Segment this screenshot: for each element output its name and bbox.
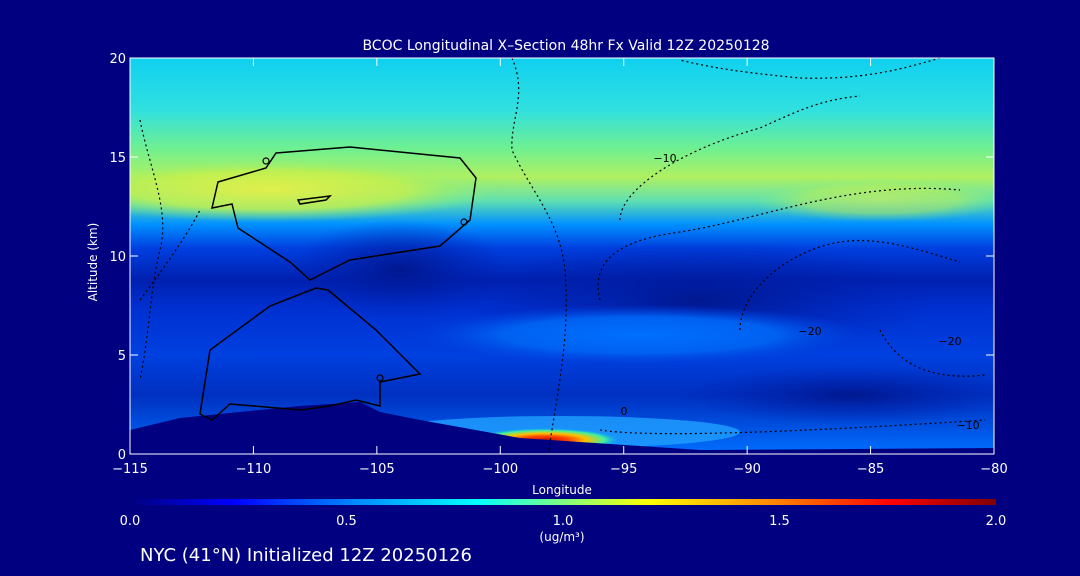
y-tick-label: 0 bbox=[118, 448, 126, 463]
x-tick-label: −105 bbox=[359, 462, 395, 477]
colorbar-tick-label: 1.0 bbox=[553, 514, 574, 529]
contour-label: −20 bbox=[798, 325, 821, 338]
y-axis-label: Altitude (km) bbox=[86, 223, 100, 302]
x-axis: −115 −110 −105 −100 −95 −90 −85 −80 bbox=[112, 58, 1008, 477]
colorbar-tick-label: 2.0 bbox=[986, 514, 1007, 529]
heatmap-field bbox=[130, 58, 994, 454]
contour-label: 0 bbox=[621, 405, 628, 418]
x-axis-label: Longitude bbox=[532, 483, 592, 497]
colorbar bbox=[130, 499, 996, 505]
contour-label: −10 bbox=[956, 419, 979, 432]
colorbar-tick-label: 0.0 bbox=[120, 514, 141, 529]
contour-label: −10 bbox=[653, 152, 676, 165]
x-tick-label: −90 bbox=[733, 462, 760, 477]
y-tick-label: 10 bbox=[109, 250, 126, 265]
colorbar-ticks: 0.0 0.5 1.0 1.5 2.0 bbox=[120, 514, 1007, 529]
x-tick-label: −80 bbox=[980, 462, 1007, 477]
contour-lines bbox=[139, 58, 986, 454]
y-axis: 0 5 10 15 20 bbox=[109, 52, 994, 463]
colorbar-tick-label: 1.5 bbox=[769, 514, 790, 529]
x-tick-label: −100 bbox=[482, 462, 518, 477]
contour-label: −20 bbox=[938, 335, 961, 348]
x-tick-label: −110 bbox=[236, 462, 272, 477]
colorbar-unit-label: (ug/m³) bbox=[539, 530, 584, 544]
init-caption: NYC (41°N) Initialized 12Z 20250126 bbox=[140, 545, 472, 566]
x-tick-label: −85 bbox=[857, 462, 884, 477]
contour-labels: −10 −20 −20 −10 0 bbox=[621, 152, 980, 432]
y-tick-label: 15 bbox=[109, 151, 126, 166]
colorbar-tick-label: 0.5 bbox=[336, 514, 357, 529]
y-tick-label: 5 bbox=[118, 349, 126, 364]
chart-title: BCOC Longitudinal X–Section 48hr Fx Vali… bbox=[362, 38, 769, 54]
x-tick-label: −115 bbox=[112, 462, 148, 477]
y-tick-label: 20 bbox=[109, 52, 126, 67]
x-tick-label: −95 bbox=[610, 462, 637, 477]
